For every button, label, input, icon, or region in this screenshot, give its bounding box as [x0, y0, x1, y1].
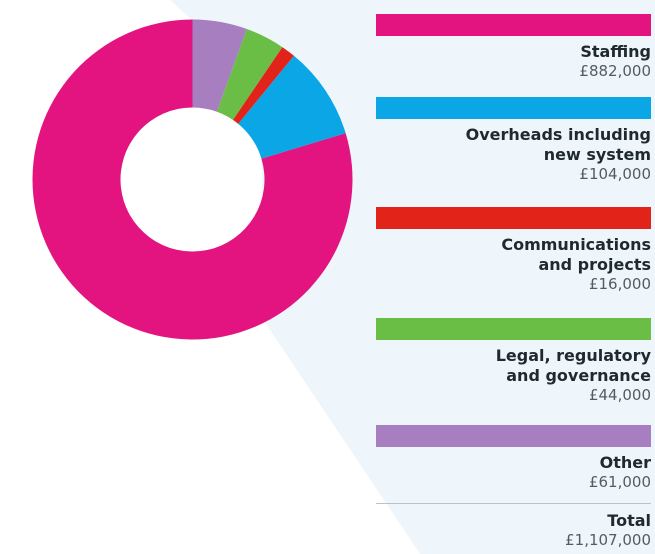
total-label: Total	[607, 511, 651, 530]
legend-label-other: Other	[376, 453, 651, 473]
total-divider	[376, 503, 651, 504]
donut-slice-other	[192, 19, 247, 112]
legend-label-communications: Communications and projects	[376, 235, 651, 275]
donut-slice-communications	[232, 47, 294, 124]
total-block: Total £1,107,000	[376, 511, 651, 550]
legend-value-communications: £16,000	[588, 275, 651, 293]
legend-label-overheads-line2: new system	[543, 145, 651, 164]
legend-item-communications: Communications and projects £16,000	[376, 207, 651, 294]
legend-swatch-overheads	[376, 97, 651, 119]
donut-slice-staffing	[32, 19, 353, 340]
legend-item-overheads: Overheads including new system £104,000	[376, 97, 651, 184]
donut-slice-overheads	[238, 55, 346, 159]
legend-label-overheads: Overheads including new system	[376, 125, 651, 165]
legend-value-other: £61,000	[588, 473, 651, 491]
legend-item-legal: Legal, regulatory and governance £44,000	[376, 318, 651, 405]
legend-value-staffing: £882,000	[579, 62, 651, 80]
total-value: £1,107,000	[565, 531, 651, 549]
legend-item-other: Other £61,000	[376, 425, 651, 492]
legend-value-legal: £44,000	[588, 386, 651, 404]
legend-label-legal-line2: and governance	[506, 366, 651, 385]
legend-value-overheads: £104,000	[579, 165, 651, 183]
legend-swatch-communications	[376, 207, 651, 229]
donut-chart	[32, 19, 353, 340]
legend-item-staffing: Staffing £882,000	[376, 14, 651, 81]
legend-swatch-legal	[376, 318, 651, 340]
legend-swatch-staffing	[376, 14, 651, 36]
legend-swatch-other	[376, 425, 651, 447]
legend-label-legal: Legal, regulatory and governance	[376, 346, 651, 386]
legend-label-staffing-line1: Staffing	[580, 42, 651, 61]
legend-label-legal-line1: Legal, regulatory	[495, 346, 651, 365]
donut-slice-legal	[216, 28, 283, 120]
legend-label-overheads-line1: Overheads including	[465, 125, 651, 144]
legend-label-staffing: Staffing	[376, 42, 651, 62]
legend-label-communications-line2: and projects	[538, 255, 651, 274]
legend-label-communications-line1: Communications	[501, 235, 651, 254]
legend-label-other-line1: Other	[599, 453, 651, 472]
